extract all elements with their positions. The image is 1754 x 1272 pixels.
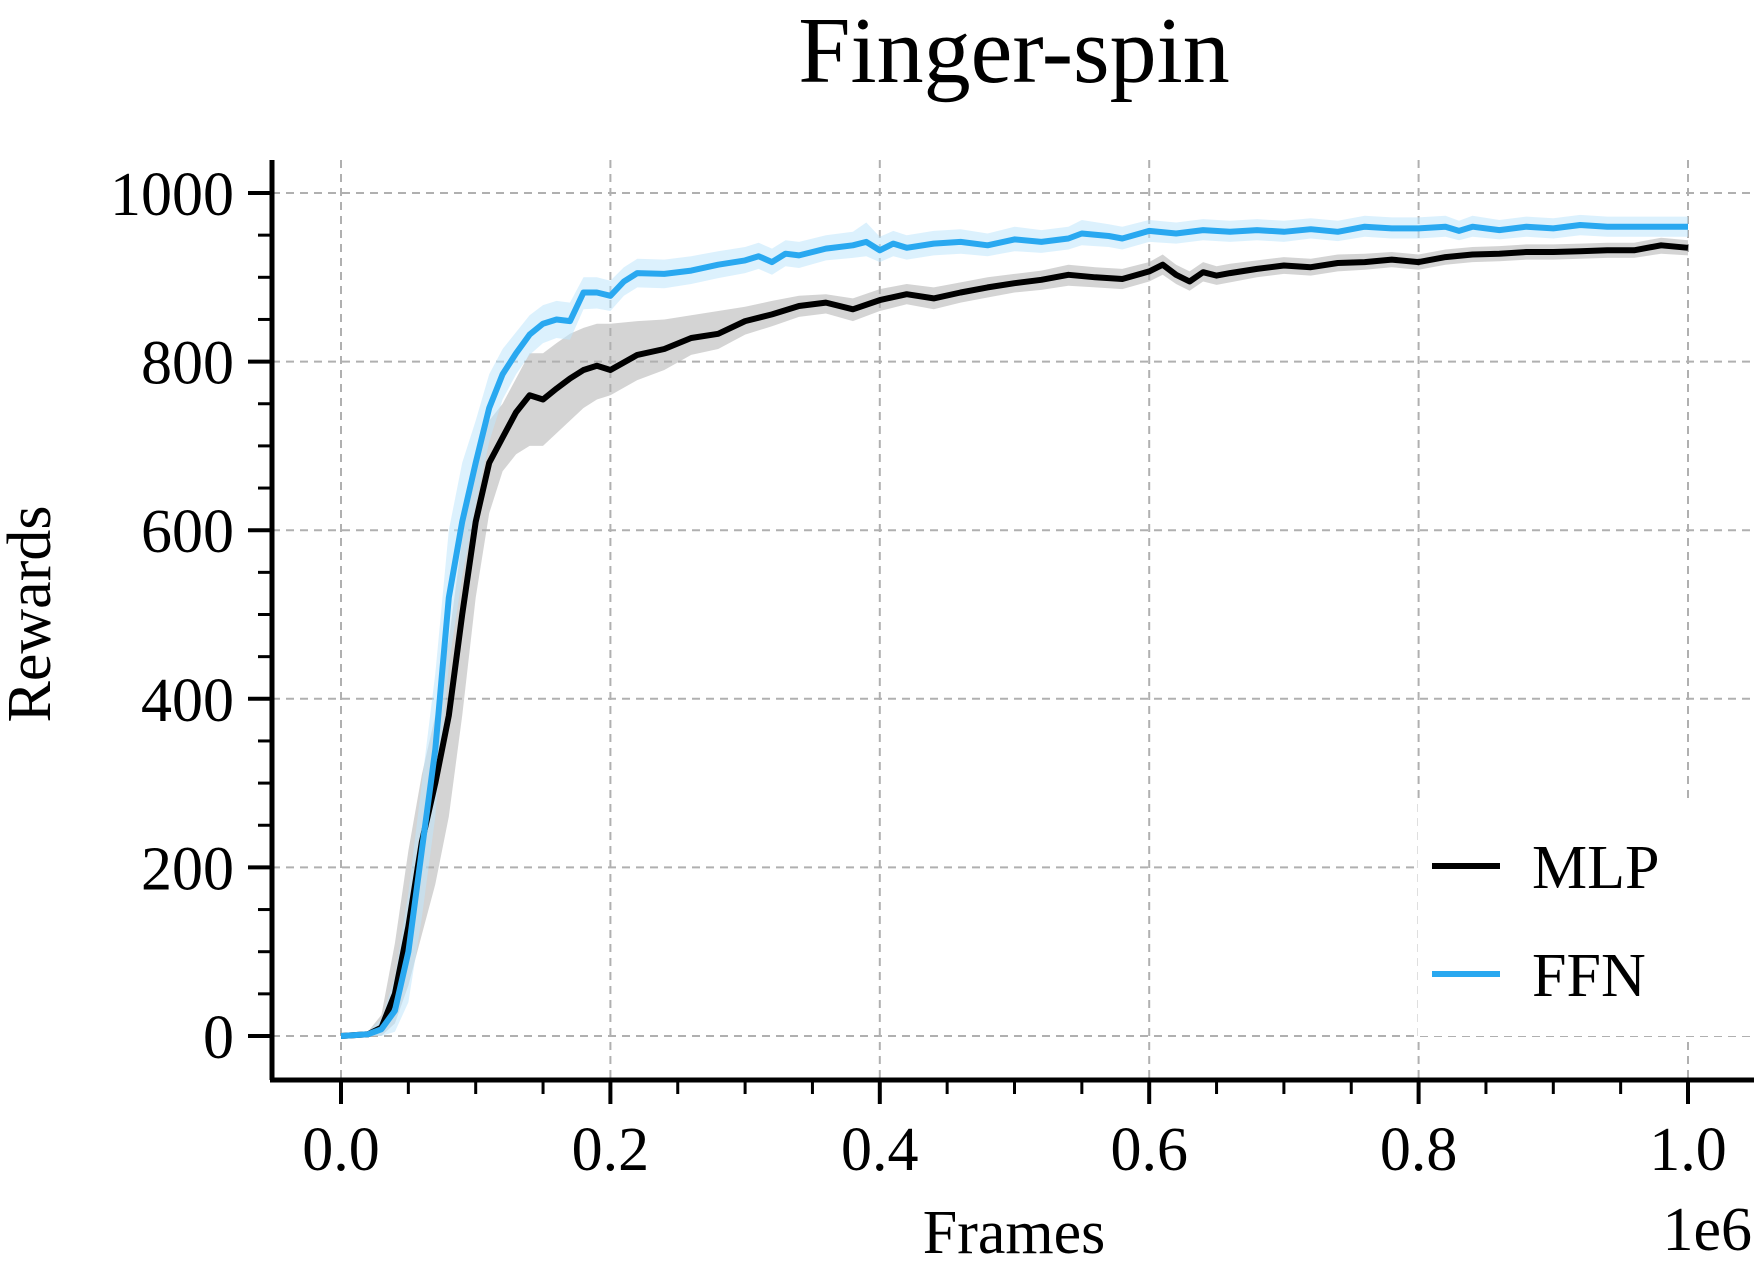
y-tick-label: 1000 — [110, 161, 234, 229]
y-tick-label: 800 — [141, 330, 234, 398]
legend: MLP FFN — [1418, 800, 1754, 1036]
y-tick-label: 0 — [203, 1004, 234, 1072]
x-tick-label: 1.0 — [1649, 1116, 1727, 1184]
legend-label-mlp: MLP — [1532, 834, 1659, 902]
x-tick-label: 0.8 — [1380, 1116, 1458, 1184]
x-tick-labels: 0.0 0.2 0.4 0.6 0.8 1.0 — [302, 1116, 1727, 1184]
x-axis-title: Frames — [923, 1199, 1106, 1267]
x-tick-label: 0.6 — [1110, 1116, 1188, 1184]
axes — [248, 160, 1754, 1104]
x-tick-label: 0.4 — [841, 1116, 919, 1184]
y-tick-label: 200 — [141, 835, 234, 903]
legend-label-ffn: FFN — [1532, 942, 1646, 1010]
series-line-mlp — [340, 242, 1689, 1039]
legend-background — [1418, 800, 1754, 1036]
x-offset-label: 1e6 — [1662, 1196, 1752, 1264]
y-axis-title: Rewards — [0, 506, 64, 723]
y-tick-label: 600 — [141, 498, 234, 566]
y-tick-label: 400 — [141, 667, 234, 735]
y-tick-labels: 0 200 400 600 800 1000 — [110, 161, 234, 1072]
series-lines — [340, 222, 1689, 1039]
chart-title: Finger-spin — [798, 0, 1230, 103]
x-tick-label: 0.0 — [302, 1116, 380, 1184]
x-tick-label: 0.2 — [572, 1116, 650, 1184]
series-line-ffn — [340, 222, 1688, 1039]
